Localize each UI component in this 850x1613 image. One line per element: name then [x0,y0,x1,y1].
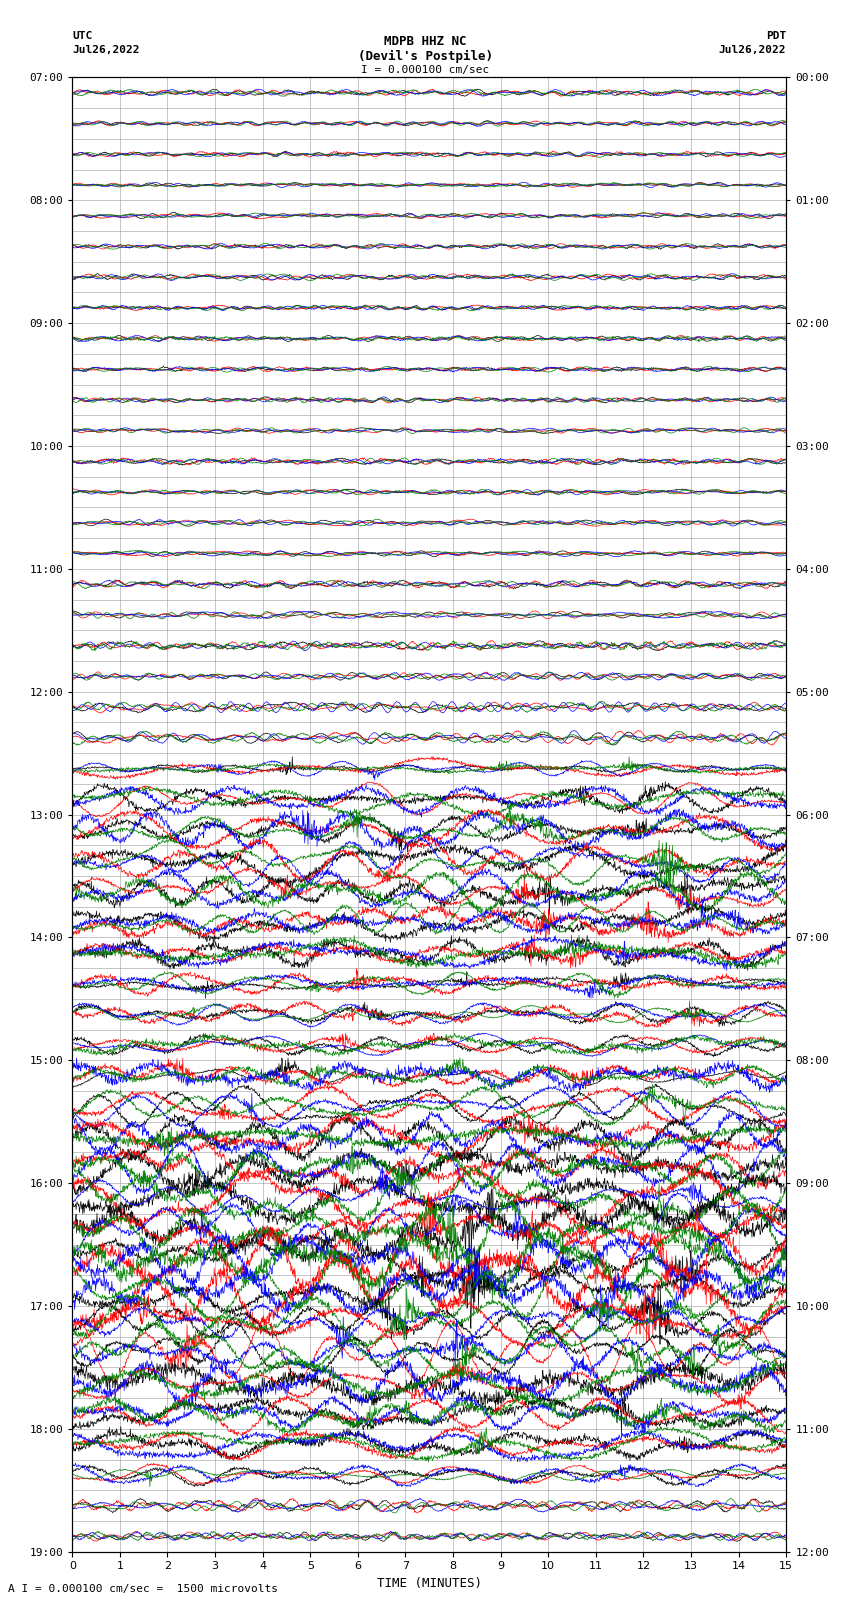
Text: PDT: PDT [766,31,786,40]
Text: UTC: UTC [72,31,93,40]
Text: Jul26,2022: Jul26,2022 [72,45,139,55]
Text: A I = 0.000100 cm/sec =  1500 microvolts: A I = 0.000100 cm/sec = 1500 microvolts [8,1584,279,1594]
Text: (Devil's Postpile): (Devil's Postpile) [358,50,492,63]
X-axis label: TIME (MINUTES): TIME (MINUTES) [377,1578,482,1590]
Text: I = 0.000100 cm/sec: I = 0.000100 cm/sec [361,65,489,74]
Text: MDPB HHZ NC: MDPB HHZ NC [383,35,467,48]
Text: Jul26,2022: Jul26,2022 [719,45,786,55]
